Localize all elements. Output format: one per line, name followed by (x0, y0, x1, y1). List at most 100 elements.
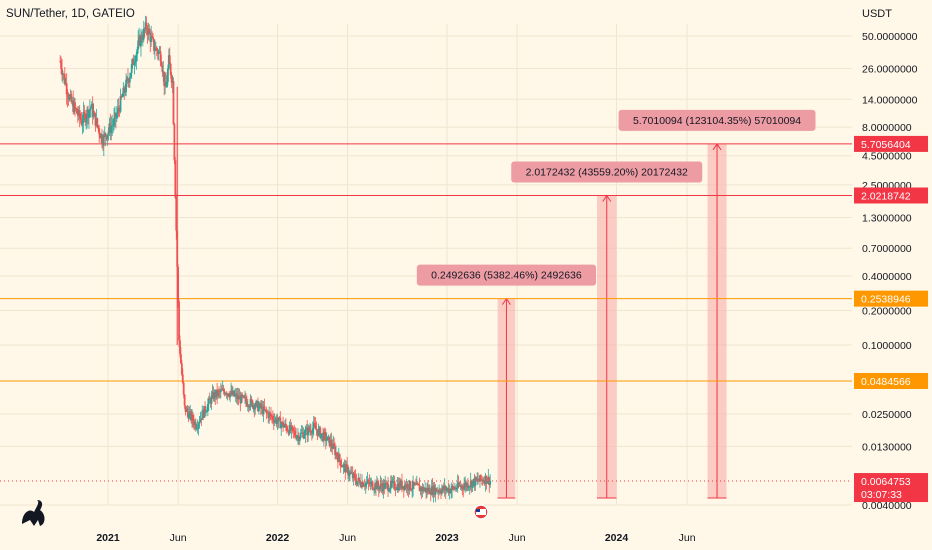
candle-body-165 (212, 391, 215, 399)
candle-body-243 (284, 423, 287, 427)
candle-body-35 (91, 104, 94, 117)
candle-body-212 (256, 401, 258, 402)
candle-body-445 (472, 479, 475, 482)
candle-body-75 (128, 77, 131, 83)
candle-body-29 (86, 109, 89, 119)
candle-body-279 (318, 427, 321, 429)
candle-body-405 (435, 488, 438, 492)
candle-body-268 (308, 427, 310, 431)
candle-body-391 (422, 486, 425, 492)
candle-body-9 (67, 96, 70, 100)
candle-body-296 (334, 447, 336, 456)
candle-body-410 (440, 492, 442, 494)
candle-body-369 (401, 486, 404, 489)
candle-body-318 (354, 476, 357, 482)
candle-body-67 (121, 96, 124, 98)
candle-body-255 (296, 436, 298, 439)
candle-body-281 (320, 434, 323, 438)
candle-body-290 (328, 436, 331, 446)
candle-body-372 (404, 484, 407, 488)
candle-body-398 (428, 488, 431, 494)
candle-body-52 (107, 131, 110, 135)
candle-body-208 (252, 405, 255, 408)
candle-body-350 (384, 483, 387, 489)
candle-body-142 (191, 414, 193, 421)
candle-body-101 (153, 39, 155, 51)
candle-body-355 (388, 488, 391, 491)
candle-body-118 (168, 55, 171, 64)
candle-body-113 (164, 82, 167, 86)
candle-body-171 (218, 390, 220, 392)
candle-body-321 (357, 477, 360, 482)
candle-body-304 (341, 466, 344, 468)
candle-body-357 (390, 480, 393, 484)
candle-body-446 (473, 479, 476, 486)
candle-body-149 (197, 423, 200, 428)
candle-body-102 (154, 50, 156, 52)
candle-body-387 (418, 485, 421, 492)
candle-body-97 (149, 32, 152, 42)
candle-body-134 (183, 394, 186, 406)
candle-body-257 (297, 435, 300, 441)
candle-body-2 (61, 68, 63, 75)
candle-body-211 (255, 401, 258, 407)
candle-body-246 (287, 431, 290, 435)
candle-body-21 (78, 109, 81, 118)
candle-body-264 (304, 429, 307, 436)
candle-body-386 (417, 484, 420, 486)
candle-body-415 (444, 486, 447, 491)
candle-body-14 (72, 100, 75, 112)
candle-body-283 (322, 433, 324, 441)
candle-body-45 (101, 134, 103, 144)
candle-body-34 (90, 104, 93, 108)
candle-body-361 (394, 488, 397, 490)
y-tick-label-13: 0.0040000 (862, 500, 912, 512)
candle-body-274 (313, 423, 316, 426)
candle-body-294 (332, 443, 335, 449)
candle-body-169 (216, 389, 219, 396)
candle-body-178 (224, 393, 227, 395)
candle-body-186 (232, 390, 234, 395)
candle-body-77 (130, 64, 133, 73)
candle-body-91 (143, 28, 146, 30)
candle-body-31 (88, 110, 90, 119)
candle-body-338 (373, 489, 375, 490)
candle-body-217 (260, 406, 263, 409)
candle-body-130 (180, 354, 182, 364)
candle-body-440 (467, 487, 470, 489)
candle-body-385 (416, 482, 419, 485)
candle-body-258 (298, 437, 301, 441)
candle-body-155 (203, 406, 206, 418)
x-tick-label-0: 2021 (96, 532, 120, 544)
candle-body-287 (325, 440, 328, 442)
candle-body-354 (388, 490, 390, 492)
candle-body-162 (209, 399, 212, 404)
candle-body-315 (351, 472, 354, 478)
candle-body-61 (115, 113, 118, 118)
y-tick-label-6: 1.3000000 (862, 212, 912, 224)
candle-body-234 (276, 421, 279, 424)
candle-body-66 (120, 95, 123, 98)
candle-body-285 (323, 431, 326, 434)
candle-body-366 (399, 482, 401, 488)
candle-body-144 (193, 421, 195, 426)
candle-body-400 (430, 486, 433, 495)
candle-body-207 (251, 400, 254, 408)
projection-label-bg-1 (511, 161, 703, 183)
candle-body-62 (116, 107, 119, 114)
candle-body-65 (119, 95, 122, 112)
candle-body-273 (312, 423, 315, 429)
candle-body-104 (155, 47, 158, 51)
candle-body-183 (229, 393, 232, 398)
candle-body-461 (487, 476, 490, 482)
candle-body-289 (327, 436, 330, 438)
candle-body-456 (482, 481, 485, 482)
candle-body-373 (405, 483, 408, 488)
candle-body-210 (254, 406, 257, 410)
candle-body-359 (392, 481, 395, 482)
x-tick-label-3: Jun (339, 532, 356, 544)
candle-body-90 (142, 28, 145, 40)
candle-body-337 (372, 489, 375, 490)
candle-body-341 (375, 481, 378, 490)
